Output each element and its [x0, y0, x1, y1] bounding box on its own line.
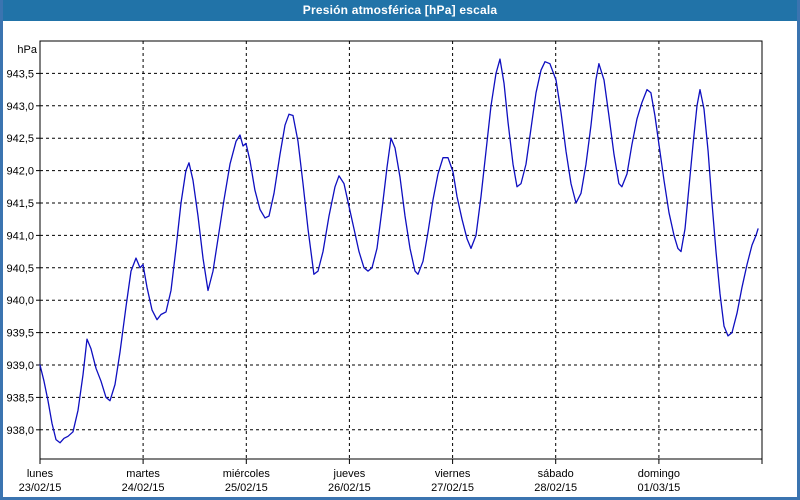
chart-area: 943,5 943,0 942,5 942,0 941,5 941,0 940,5 940,0… [3, 21, 797, 497]
y-tick-label: 941,0 [6, 230, 34, 242]
day-name-label: lunes [27, 468, 54, 480]
day-name-label: miércoles [223, 468, 271, 480]
chart-title: Presión atmosférica [hPa] escala [302, 3, 498, 17]
day-date-label: 23/02/15 [19, 482, 62, 494]
day-name-label: martes [126, 468, 160, 480]
day-name-label: jueves [333, 468, 366, 480]
y-tick-label: 943,0 [6, 101, 34, 113]
day-name-label: viernes [435, 468, 471, 480]
chart-title-bar: Presión atmosférica [hPa] escala [3, 0, 797, 21]
y-tick-label: 938,5 [6, 392, 34, 404]
y-axis-unit-label: hPa [17, 44, 37, 56]
pressure-series-line [39, 58, 759, 444]
day-date-label: 25/02/15 [225, 482, 268, 494]
y-tick-label: 942,0 [6, 166, 34, 178]
y-tick-label: 942,5 [6, 133, 34, 145]
y-tick-label: 940,5 [6, 263, 34, 275]
y-tick-label: 940,0 [6, 295, 34, 307]
y-tick-label: 939,0 [6, 360, 34, 372]
day-date-label: 26/02/15 [328, 482, 371, 494]
day-date-label: 28/02/15 [534, 482, 577, 494]
day-date-label: 01/03/15 [637, 482, 680, 494]
plot-border [39, 40, 763, 460]
y-tick-label: 943,5 [6, 68, 34, 80]
day-name-label: domingo [638, 468, 680, 480]
day-date-label: 24/02/15 [122, 482, 165, 494]
y-tick-label: 941,5 [6, 198, 34, 210]
y-tick-label: 939,5 [6, 328, 34, 340]
day-name-label: sábado [538, 468, 574, 480]
y-tick-label: 938,0 [6, 425, 34, 437]
pressure-line-chart: 943,5 943,0 942,5 942,0 941,5 941,0 940,5 940,0… [6, 40, 763, 494]
day-date-label: 27/02/15 [431, 482, 474, 494]
